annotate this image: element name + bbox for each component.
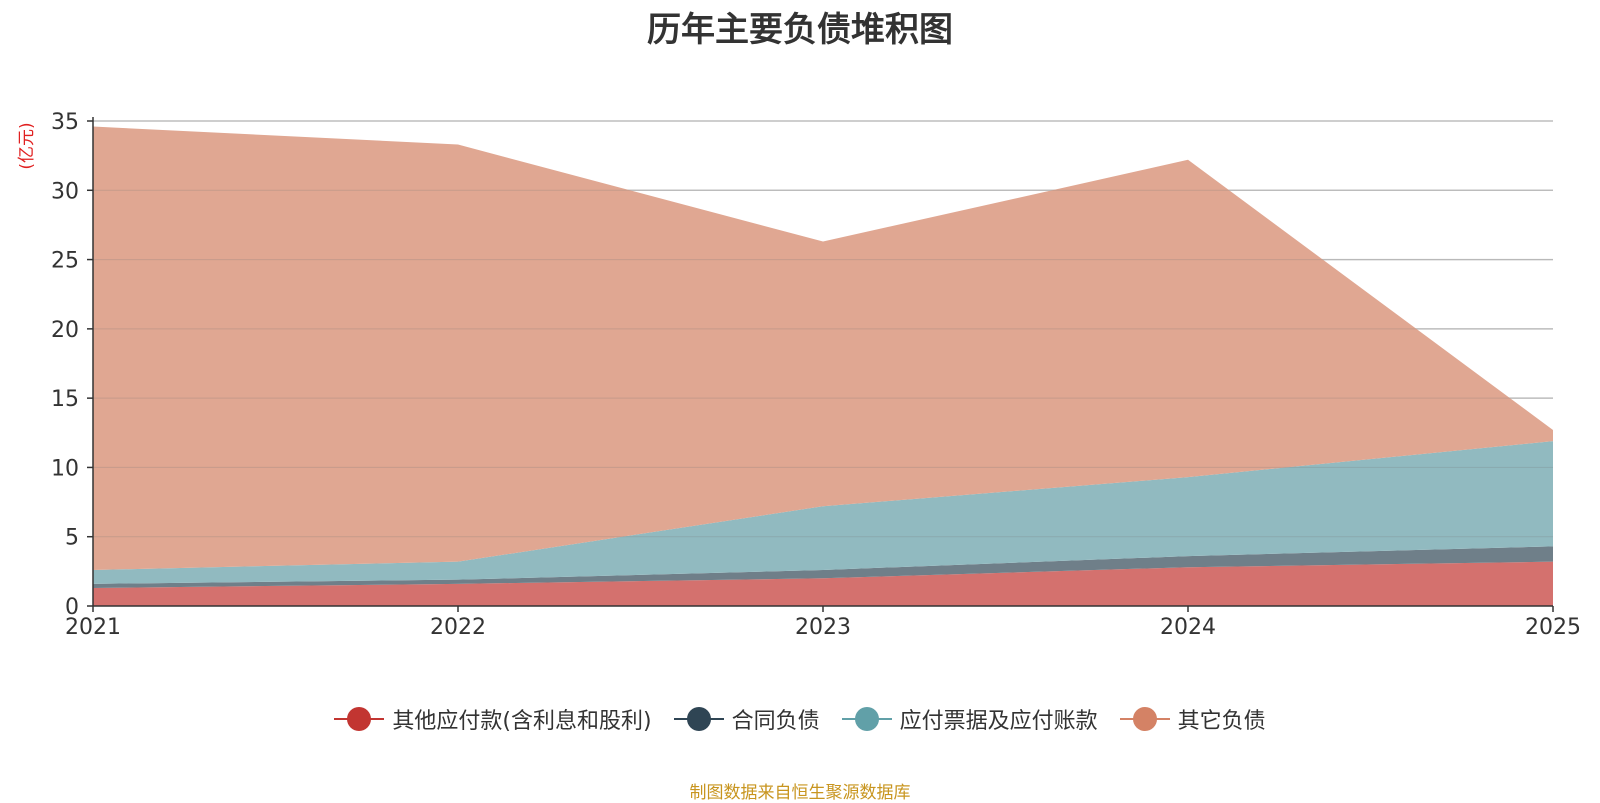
chart-title: 历年主要负债堆积图 [647,10,953,50]
x-tick-label-2024: 2024 [1160,615,1216,640]
y-tick-label-25: 25 [51,249,79,274]
legend-label: 合同负债 [731,709,820,734]
legend: 其他应付款(含利息和股利) 合同负债 应付票据及应付账款 其它负债 [0,703,1600,735]
legend-label: 其它负债 [1177,709,1266,734]
area-layer [93,120,1553,606]
x-tick-label-2025: 2025 [1525,615,1581,640]
legend-swatch-dot [854,707,879,731]
area-series-1[interactable] [93,561,1553,606]
source-note: 制图数据来自恒生聚源数据库 [689,783,911,803]
legend-label: 应付票据及应付账款 [899,709,1098,734]
y-tick-label-10: 10 [51,456,79,481]
y-tick-label-15: 15 [51,387,79,412]
legend-item-3[interactable]: 应付票据及应付账款 [841,703,1098,735]
y-tick-label-30: 30 [51,179,79,204]
legend-swatch-dot [1132,707,1157,731]
legend-swatch-icon [1119,707,1170,731]
legend-item-2[interactable]: 合同负债 [673,703,820,735]
x-tick-label-2022: 2022 [430,615,486,640]
y-tick-label-5: 5 [65,526,79,551]
x-tick-label-2023: 2023 [795,615,851,640]
legend-label: 其他应付款(含利息和股利) [392,709,652,734]
area-series-2[interactable] [93,546,1553,588]
area-series-4[interactable] [93,126,1553,570]
legend-item-1[interactable]: 其他应付款(含利息和股利) [334,703,652,735]
legend-swatch-icon [334,707,385,731]
y-tick-label-0: 0 [65,595,79,620]
y-tick-label-20: 20 [51,318,79,343]
x-tick-label-2021: 2021 [65,615,121,640]
y-tick-label-35: 35 [51,110,79,135]
legend-item-4[interactable]: 其它负债 [1119,703,1266,735]
legend-swatch-icon [673,707,724,731]
legend-swatch-icon [841,707,892,731]
legend-swatch-dot [347,707,372,731]
y-axis-unit-label: (亿元) [17,122,37,169]
legend-swatch-dot [686,707,711,731]
area-series-3[interactable] [93,441,1553,584]
